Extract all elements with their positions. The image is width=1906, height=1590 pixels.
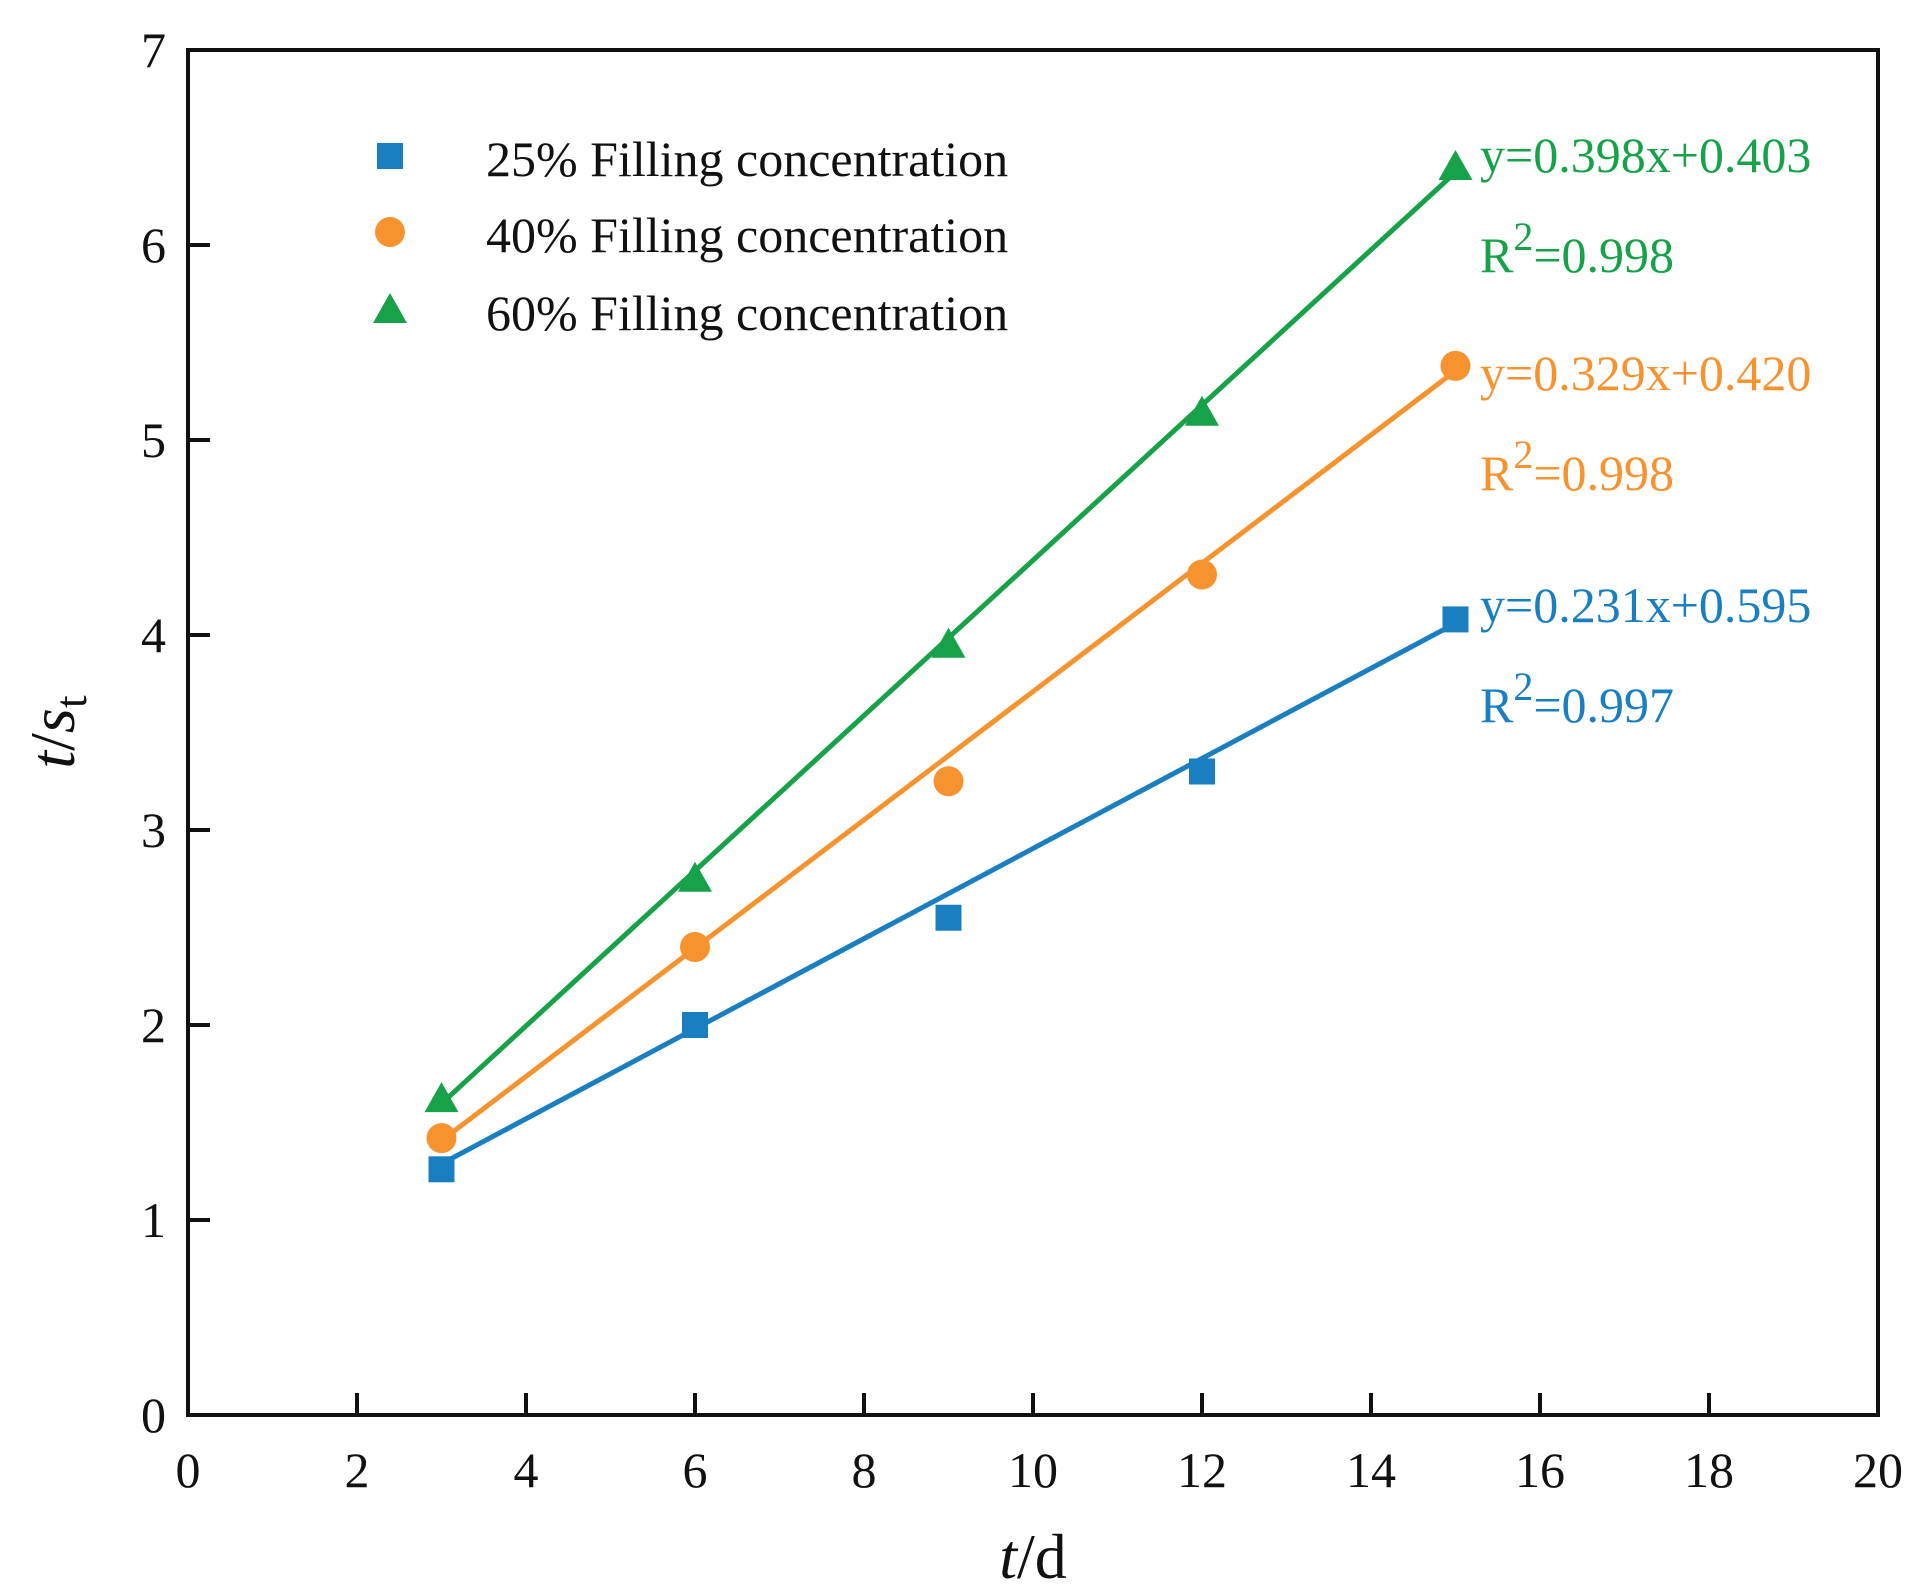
x-tick-label: 2 bbox=[345, 1442, 370, 1498]
data-point-series-2 bbox=[1187, 559, 1217, 590]
legend-label-series-3: 60% Filling concentration bbox=[486, 285, 1008, 341]
r-squared-prefix: R bbox=[1480, 227, 1514, 283]
legend-marker-series-1 bbox=[377, 143, 403, 169]
y-axis-title: t/st bbox=[17, 695, 96, 768]
legend-marker-series-2 bbox=[375, 217, 405, 247]
r-squared-superscript: 2 bbox=[1513, 664, 1533, 709]
r-squared-series-2: R2=0.998 bbox=[1480, 432, 1674, 501]
data-point-series-2 bbox=[680, 932, 710, 962]
r-squared-prefix: R bbox=[1480, 445, 1514, 501]
x-tick-label: 10 bbox=[1008, 1442, 1058, 1498]
equation-series-3: y=0.398x+0.403 bbox=[1480, 127, 1811, 183]
equation-series-1: y=0.231x+0.595 bbox=[1480, 577, 1811, 633]
x-tick-label: 14 bbox=[1346, 1442, 1396, 1498]
y-axis-title-main: s bbox=[17, 708, 88, 733]
legend-marker-series-3 bbox=[373, 293, 407, 323]
y-axis-ticks: 0 1 2 3 4 5 6 7 bbox=[141, 22, 210, 1443]
r-squared-superscript: 2 bbox=[1513, 432, 1533, 477]
data-point-series-1 bbox=[428, 1156, 455, 1183]
y-tick-label: 7 bbox=[141, 22, 166, 78]
data-point-series-1 bbox=[935, 904, 962, 931]
data-point-series-2 bbox=[1440, 350, 1471, 381]
r-squared-series-3: R2=0.998 bbox=[1480, 214, 1674, 283]
y-tick-label: 4 bbox=[141, 607, 166, 663]
x-tick-label: 16 bbox=[1515, 1442, 1565, 1498]
data-point-series-3 bbox=[1185, 395, 1219, 426]
r-squared-value: =0.998 bbox=[1533, 445, 1674, 501]
x-tick-label: 18 bbox=[1684, 1442, 1734, 1498]
r-squared-prefix: R bbox=[1480, 677, 1514, 733]
data-point-series-2 bbox=[426, 1123, 457, 1154]
y-axis-title-italic: t bbox=[17, 749, 88, 769]
data-point-series-2 bbox=[933, 766, 964, 797]
r-squared-series-1: R2=0.997 bbox=[1480, 664, 1674, 733]
equation-series-2: y=0.329x+0.420 bbox=[1480, 345, 1811, 401]
y-tick-label: 0 bbox=[141, 1387, 166, 1443]
x-axis-title-italic: t bbox=[999, 1521, 1019, 1590]
x-axis-ticks: 0 2 4 6 8 10 12 14 16 18 20 bbox=[176, 1393, 1903, 1498]
data-point-series-1 bbox=[1442, 606, 1469, 633]
y-axis-title-subscript: t bbox=[45, 695, 96, 708]
y-tick-label: 2 bbox=[141, 997, 166, 1053]
r-squared-value: =0.998 bbox=[1533, 227, 1674, 283]
x-tick-label: 6 bbox=[683, 1442, 708, 1498]
legend-label-series-2: 40% Filling concentration bbox=[486, 207, 1008, 263]
x-tick-label: 4 bbox=[514, 1442, 539, 1498]
data-point-series-3 bbox=[424, 1082, 459, 1113]
y-tick-label: 1 bbox=[141, 1192, 166, 1248]
r-squared-value: =0.997 bbox=[1533, 677, 1674, 733]
x-axis-title-unit: /d bbox=[1017, 1521, 1067, 1590]
r-squared-superscript: 2 bbox=[1513, 214, 1533, 259]
fit-line-series-1 bbox=[440, 621, 1457, 1167]
data-points bbox=[424, 150, 1473, 1183]
fit-line-series-2 bbox=[439, 368, 1458, 1143]
y-tick-label: 6 bbox=[141, 217, 166, 273]
x-axis-title: t/d bbox=[999, 1521, 1067, 1590]
y-axis-title-sep: / bbox=[17, 733, 88, 751]
data-point-series-3 bbox=[931, 627, 966, 658]
x-tick-label: 12 bbox=[1177, 1442, 1227, 1498]
y-tick-label: 3 bbox=[141, 802, 166, 858]
data-point-series-3 bbox=[678, 861, 712, 892]
legend-label-series-1: 25% Filling concentration bbox=[486, 131, 1008, 187]
data-point-series-1 bbox=[682, 1012, 708, 1038]
data-point-series-1 bbox=[1189, 758, 1215, 785]
x-tick-label: 20 bbox=[1853, 1442, 1903, 1498]
x-tick-label: 8 bbox=[852, 1442, 877, 1498]
y-tick-label: 5 bbox=[141, 412, 166, 468]
legend: 25% Filling concentration 40% Filling con… bbox=[373, 131, 1008, 341]
x-tick-label: 0 bbox=[176, 1442, 201, 1498]
fit-annotations: y=0.231x+0.595R2=0.997y=0.329x+0.420R2=0… bbox=[1480, 127, 1811, 733]
data-point-series-3 bbox=[1438, 150, 1473, 180]
